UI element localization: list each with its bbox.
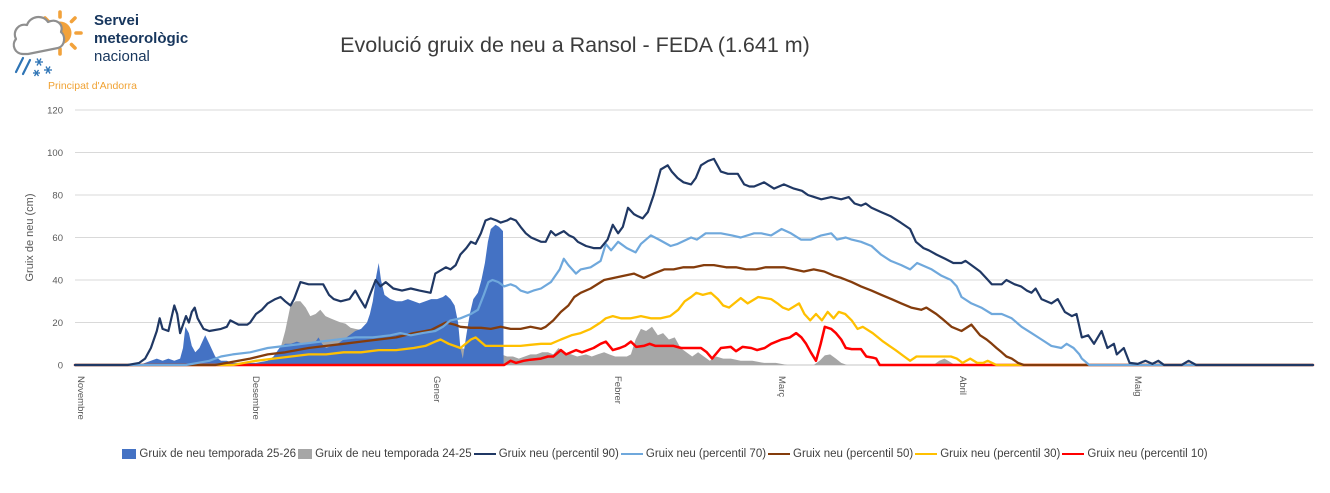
legend-swatch-area-25-26 — [122, 449, 137, 459]
y-tick-label: 20 — [52, 318, 63, 329]
y-tick-label: 100 — [47, 148, 63, 159]
series-p10 — [73, 325, 1315, 367]
legend-swatch-line-p30 — [915, 452, 938, 456]
x-month-label: Novembre — [75, 376, 86, 420]
legend-label: Gruix neu (percentil 10) — [1087, 448, 1208, 460]
y-axis-title: Gruix de neu (cm) — [24, 193, 36, 281]
smn-andorra-logo: Servei meteorològic nacional Principat d… — [8, 4, 238, 92]
legend-swatch-line-p10 — [1062, 452, 1085, 456]
x-month-label: Gener — [431, 376, 442, 402]
logo-text-line1: Servei — [94, 12, 140, 29]
cloud-icon — [12, 15, 66, 56]
chart-title: Evolució gruix de neu a Ransol - FEDA (1… — [340, 33, 810, 57]
chart-legend: Gruix de neu temporada 25-26 Gruix de ne… — [0, 448, 1330, 460]
area-t2526 — [75, 224, 1313, 365]
x-month-label: Desembre — [250, 376, 261, 420]
snowflake-icon — [33, 58, 52, 77]
legend-label: Gruix neu (percentil 30) — [940, 448, 1061, 460]
legend-label: Gruix de neu temporada 25-26 — [139, 448, 297, 460]
legend-item-percentil-10: Gruix neu (percentil 10) — [1062, 448, 1208, 460]
y-tick-label: 40 — [52, 276, 63, 287]
logo-subtitle: Principat d'Andorra — [48, 80, 137, 92]
rain-icon — [14, 56, 32, 76]
legend-swatch-line-p90 — [473, 452, 496, 456]
x-month-label: Maig — [1132, 376, 1143, 397]
legend-label: Gruix de neu temporada 24-25 — [315, 448, 472, 460]
legend-label: Gruix neu (percentil 90) — [498, 448, 619, 460]
y-tick-label: 60 — [52, 233, 63, 244]
series-p50 — [73, 263, 1315, 367]
legend-swatch-area-24-25 — [298, 449, 313, 459]
y-tick-label: 0 — [58, 361, 63, 372]
x-month-label: Març — [776, 376, 787, 397]
y-tick-label: 80 — [52, 191, 63, 202]
legend-swatch-line-p70 — [620, 452, 643, 456]
legend-item-percentil-70: Gruix neu (percentil 70) — [620, 448, 767, 460]
series-p70 — [73, 227, 1315, 367]
legend-item-percentil-30: Gruix neu (percentil 30) — [915, 448, 1060, 460]
logo-text-line2: meteorològic — [94, 30, 189, 47]
legend-swatch-line-p50 — [768, 452, 791, 456]
weather-logo-icon — [12, 10, 83, 77]
legend-item-percentil-90: Gruix neu (percentil 90) — [473, 448, 619, 460]
x-month-label: Febrer — [612, 376, 623, 404]
legend-item-percentil-50: Gruix neu (percentil 50) — [768, 448, 913, 460]
x-month-label: Abril — [957, 376, 968, 395]
series-p90 — [73, 157, 1315, 367]
y-tick-label: 120 — [47, 106, 63, 117]
legend-item-temporada-25-26: Gruix de neu temporada 25-26 — [122, 448, 296, 460]
logo-text-line3: nacional — [94, 48, 150, 65]
legend-label: Gruix neu (percentil 70) — [645, 448, 767, 460]
series-p30 — [73, 291, 1315, 367]
legend-item-temporada-24-25: Gruix de neu temporada 24-25 — [298, 448, 472, 460]
legend-label: Gruix neu (percentil 50) — [793, 448, 914, 460]
